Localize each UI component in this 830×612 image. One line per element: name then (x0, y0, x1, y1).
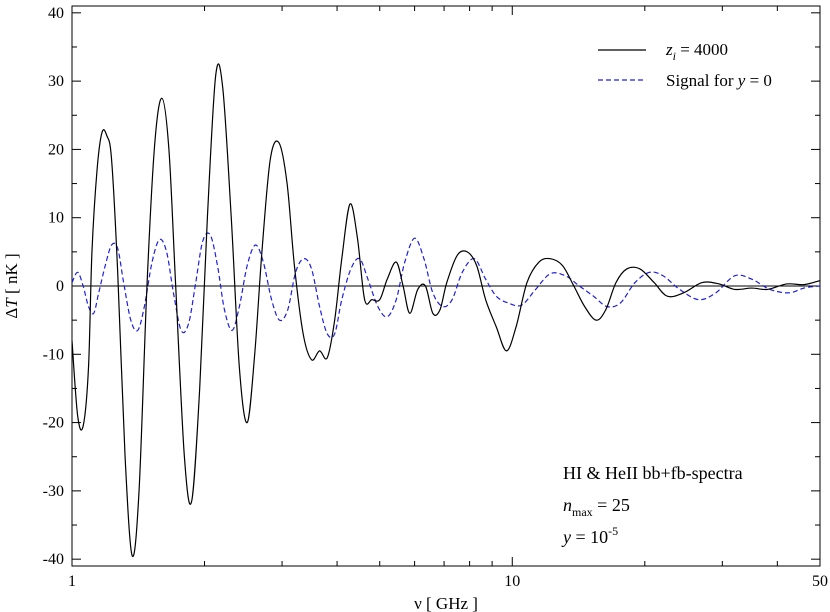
x-axis-title: ν [ GHz ] (414, 594, 478, 612)
legend-label-series-1: zi = 4000 (665, 40, 728, 63)
legend: zi = 4000 Signal for y = 0 (598, 40, 772, 90)
legend-label-series-2: Signal for y = 0 (666, 71, 772, 90)
x-tick-label: 10 (504, 573, 520, 590)
x-tick-label: 1 (68, 573, 76, 590)
y-tick-label: -40 (43, 551, 64, 568)
annotation-line-2: nmax = 25 (563, 495, 630, 519)
y-axis-title: ΔT [ nK ] (2, 253, 21, 318)
y-tick-label: 30 (48, 73, 64, 90)
y-tick-label: 0 (56, 278, 64, 295)
y-tick-label: -30 (43, 483, 64, 500)
y-tick-label: -20 (43, 415, 64, 432)
x-tick-label: 50 (812, 573, 828, 590)
y-tick-label: 40 (48, 5, 64, 22)
series-layer (71, 63, 821, 558)
annotation-line-3: y = 10-5 (561, 524, 618, 547)
series-line-zi-4000 (71, 63, 821, 558)
y-tick-label: 20 (48, 141, 64, 158)
tick-labels: -40 -30 -20 -10 0 10 20 30 40 1 10 50 (43, 5, 828, 590)
y-tick-label: -10 (43, 346, 64, 363)
annotation: HI & HeII bb+fb-spectra nmax = 25 y = 10… (561, 463, 743, 547)
y-tick-label: 10 (48, 210, 64, 227)
series-line-signal-y0 (71, 232, 821, 339)
annotation-line-1: HI & HeII bb+fb-spectra (563, 463, 743, 483)
